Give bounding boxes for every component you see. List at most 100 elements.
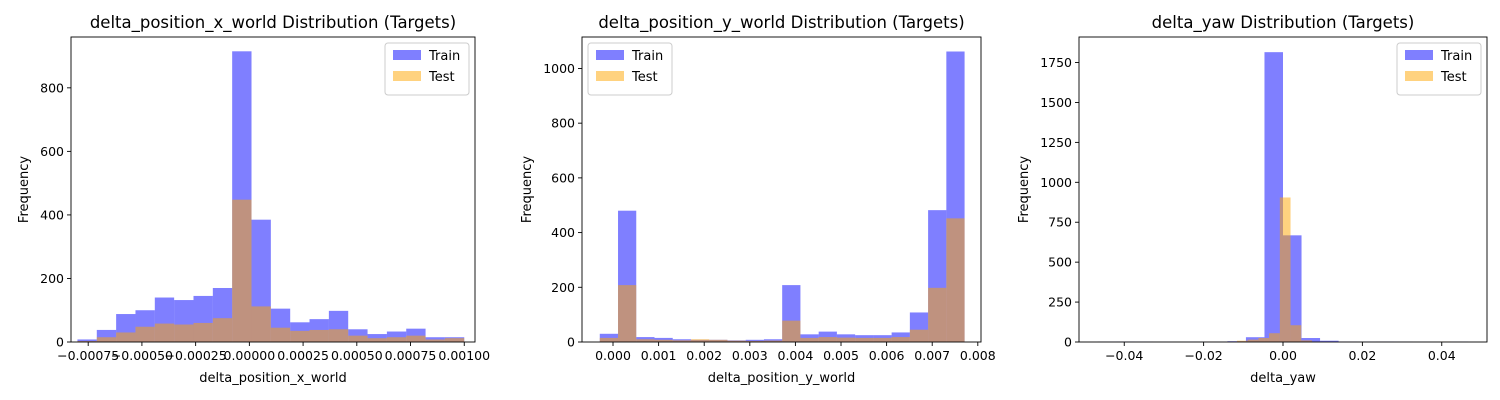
bar <box>727 340 746 342</box>
legend-swatch-train <box>596 50 624 60</box>
x-tick-label: 0.004 <box>778 348 814 363</box>
x-tick-label: 0.02 <box>1348 348 1376 363</box>
legend-swatch-train <box>1405 50 1433 60</box>
bar <box>1258 338 1270 342</box>
y-tick-label: 800 <box>40 80 64 95</box>
legend-swatch-test <box>393 71 421 81</box>
bar <box>425 339 445 342</box>
y-axis-label: Frequency <box>520 156 535 223</box>
x-tick-label: 0.00 <box>1269 348 1297 363</box>
bar <box>77 341 97 342</box>
x-tick-label: −0.00025 <box>165 348 227 363</box>
bar <box>599 337 619 342</box>
bar <box>818 331 837 342</box>
bar <box>232 199 252 342</box>
bar <box>709 339 728 342</box>
y-tick-label: 250 <box>1048 295 1072 310</box>
bar <box>1279 197 1291 342</box>
bar <box>251 306 271 342</box>
bar <box>873 337 892 342</box>
x-axis-label: delta_yaw <box>1250 371 1316 386</box>
bar <box>654 339 673 342</box>
bar <box>270 327 291 342</box>
bar <box>855 337 874 342</box>
y-tick-label: 600 <box>551 170 575 185</box>
y-tick-label: 600 <box>40 144 64 159</box>
x-tick-label: −0.00075 <box>57 348 119 363</box>
y-axis-label: Frequency <box>17 156 32 223</box>
series-test <box>599 218 965 342</box>
bar <box>763 340 783 342</box>
bar <box>782 320 801 342</box>
y-tick-label: 1750 <box>1040 55 1072 70</box>
legend-swatch-test <box>1405 71 1433 81</box>
y-tick-label: 1250 <box>1040 135 1072 150</box>
bar <box>348 335 368 342</box>
bar <box>290 330 310 342</box>
bar <box>836 337 856 342</box>
bar <box>135 326 155 342</box>
bar <box>309 329 329 342</box>
bar <box>367 334 387 342</box>
x-axis-label: delta_position_y_world <box>708 371 855 386</box>
bar <box>745 340 764 342</box>
y-tick-label: 1000 <box>1040 175 1072 190</box>
legend: Train Test <box>587 42 673 96</box>
legend-label-train: Train <box>1440 49 1472 64</box>
bar <box>367 338 387 342</box>
x-tick-label: 0.002 <box>686 348 722 363</box>
legend-swatch-train <box>393 50 421 60</box>
bar <box>636 339 655 342</box>
bar <box>96 337 117 342</box>
y-tick-label: 0 <box>567 335 575 350</box>
x-tick-label: 0.001 <box>641 348 677 363</box>
bar <box>444 338 465 342</box>
bar <box>800 337 819 342</box>
chart-title: delta_position_y_world Distribution (Tar… <box>598 13 964 33</box>
bar <box>1320 340 1339 342</box>
series-test <box>77 199 465 342</box>
x-tick-label: 0.00000 <box>224 348 276 363</box>
y-tick-label: 1500 <box>1040 95 1072 110</box>
y-tick-label: 200 <box>40 271 64 286</box>
bar <box>174 324 194 342</box>
bar <box>946 218 965 342</box>
series-test <box>1097 197 1462 342</box>
x-tick-label: 0.005 <box>823 348 859 363</box>
chart-panel-2: 0.000 0.001 0.002 0.003 0.004 0.005 0.006 0.007… <box>520 13 996 386</box>
y-tick-label: 1000 <box>543 61 575 76</box>
y-tick-label: 0 <box>1064 335 1072 350</box>
x-tick-label: 0.007 <box>914 348 950 363</box>
bar <box>116 332 136 342</box>
legend-label-test: Test <box>631 70 658 85</box>
x-tick-label: −0.02 <box>1184 348 1222 363</box>
legend-label-test: Test <box>428 70 455 85</box>
bar <box>386 337 407 342</box>
legend-label-train: Train <box>631 49 663 64</box>
chart-panel-3: −0.04 −0.02 0.00 0.02 0.04 0 250 500 750 1000 1250… <box>1017 13 1488 386</box>
legend-swatch-test <box>596 71 624 81</box>
bar <box>1247 339 1259 342</box>
x-tick-label: 0.00025 <box>277 348 329 363</box>
chart-title: delta_position_x_world Distribution (Tar… <box>90 13 456 33</box>
bar <box>818 337 837 342</box>
x-tick-label: 0.000 <box>595 348 631 363</box>
bar <box>193 322 213 342</box>
bar <box>77 339 97 342</box>
bar <box>618 285 637 342</box>
legend: Train Test <box>384 42 470 96</box>
bar <box>1236 340 1248 342</box>
x-tick-label: 0.04 <box>1428 348 1456 363</box>
bar <box>328 329 349 342</box>
bar <box>909 329 929 342</box>
y-tick-label: 400 <box>551 225 575 240</box>
bar <box>1269 333 1280 342</box>
bar <box>1264 52 1283 343</box>
x-tick-label: 0.00075 <box>385 348 437 363</box>
bar <box>599 333 619 342</box>
y-tick-label: 750 <box>1048 215 1072 230</box>
x-tick-label: 0.008 <box>960 348 996 363</box>
bar <box>891 337 910 342</box>
bar <box>1301 338 1321 342</box>
